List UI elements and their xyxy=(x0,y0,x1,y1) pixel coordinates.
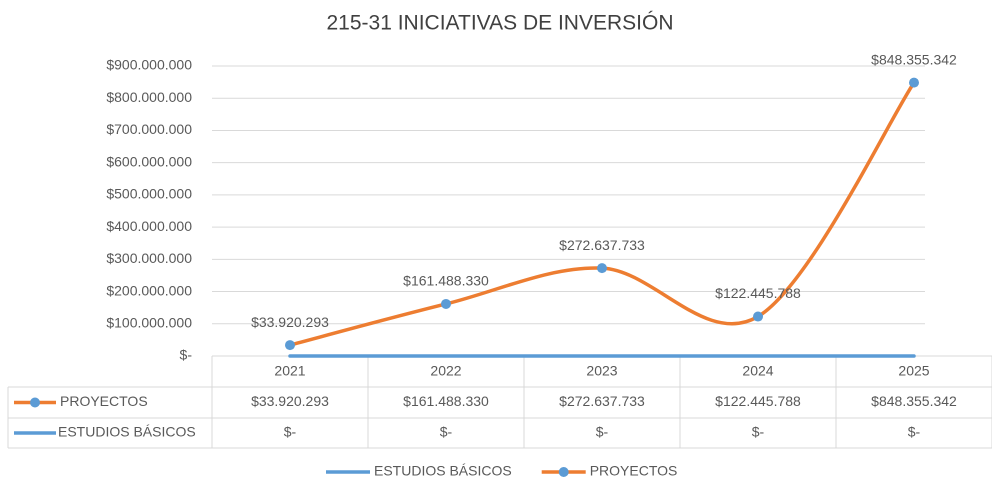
y-tick-label: $100.000.000 xyxy=(106,314,192,330)
data-label: $272.637.733 xyxy=(559,237,645,253)
table-cell: $272.637.733 xyxy=(559,393,645,409)
marker xyxy=(285,340,295,351)
chart-title: 215-31 INICIATIVAS DE INVERSIÓN xyxy=(327,12,674,35)
marker xyxy=(597,263,607,274)
table-key-marker xyxy=(30,397,40,408)
data-label: $161.488.330 xyxy=(403,273,489,289)
marker xyxy=(909,77,919,88)
x-tick-label: 2023 xyxy=(586,363,617,379)
marker xyxy=(441,298,451,309)
data-label: $33.920.293 xyxy=(251,314,329,330)
table-row-label: PROYECTOS xyxy=(60,393,148,409)
y-tick-label: $400.000.000 xyxy=(106,218,192,234)
table-cell: $- xyxy=(284,424,297,440)
y-tick-label: $600.000.000 xyxy=(106,153,192,169)
y-tick-label: $900.000.000 xyxy=(106,57,192,73)
table-cell: $848.355.342 xyxy=(871,393,957,409)
table-cell: $33.920.293 xyxy=(251,393,329,409)
y-tick-label: $- xyxy=(180,347,193,363)
y-tick-label: $700.000.000 xyxy=(106,121,192,137)
table-cell: $161.488.330 xyxy=(403,393,489,409)
legend-marker xyxy=(558,467,569,477)
y-tick-label: $800.000.000 xyxy=(106,89,192,105)
legend-label: PROYECTOS xyxy=(590,463,678,479)
table-row-label: ESTUDIOS BÁSICOS xyxy=(58,424,196,440)
y-tick-label: $200.000.000 xyxy=(106,282,192,298)
x-tick-label: 2022 xyxy=(430,363,461,379)
y-tick-label: $300.000.000 xyxy=(106,250,192,266)
legend-label: ESTUDIOS BÁSICOS xyxy=(374,463,512,479)
marker xyxy=(753,311,763,322)
table-cell: $- xyxy=(908,424,921,440)
x-tick-label: 2021 xyxy=(274,363,305,379)
series-line xyxy=(288,80,916,347)
y-tick-label: $500.000.000 xyxy=(106,186,192,202)
x-tick-label: 2024 xyxy=(742,363,773,379)
table-cell: $- xyxy=(752,424,765,440)
table-cell: $122.445.788 xyxy=(715,393,801,409)
table-cell: $- xyxy=(596,424,609,440)
table-cell: $- xyxy=(440,424,453,440)
x-tick-label: 2025 xyxy=(898,363,929,379)
data-label: $122.445.788 xyxy=(715,285,801,301)
data-label: $848.355.342 xyxy=(871,51,957,67)
